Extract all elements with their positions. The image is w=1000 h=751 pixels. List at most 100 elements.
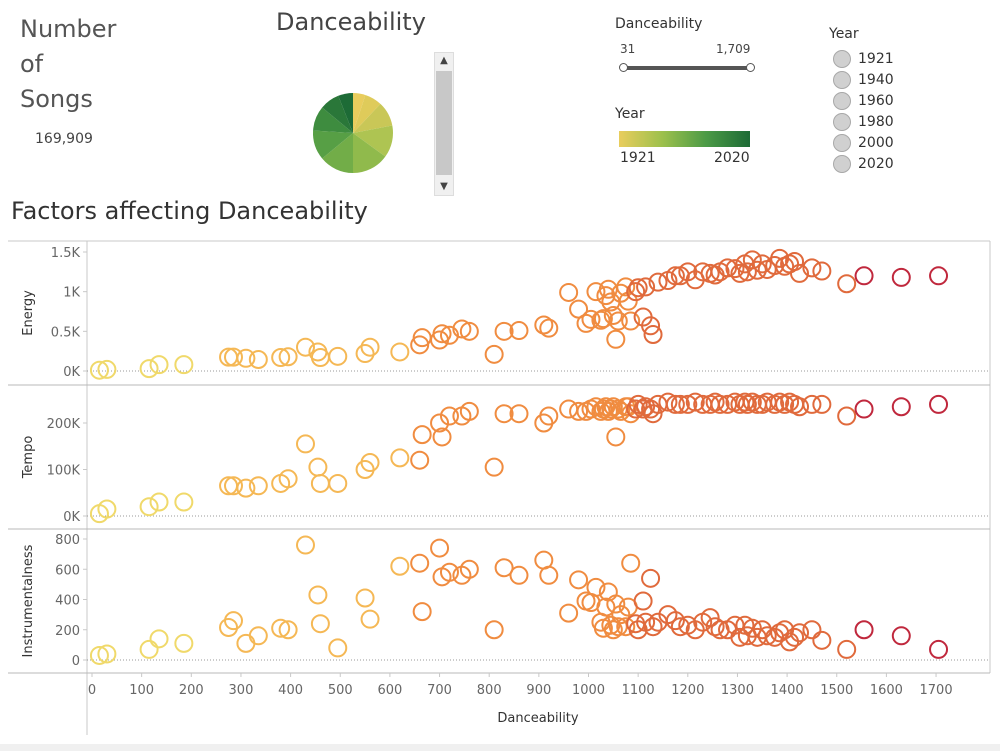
data-point[interactable]: [929, 394, 949, 414]
data-point[interactable]: [224, 476, 244, 496]
data-point[interactable]: [509, 321, 529, 341]
data-point[interactable]: [452, 319, 472, 339]
data-point[interactable]: [410, 450, 430, 470]
data-point[interactable]: [742, 250, 762, 270]
data-point[interactable]: [790, 263, 810, 283]
data-point[interactable]: [494, 404, 514, 424]
data-point[interactable]: [752, 254, 772, 274]
pie-slice[interactable]: [313, 130, 353, 159]
data-point[interactable]: [430, 538, 450, 558]
pie-slice[interactable]: [322, 95, 353, 133]
data-point[interactable]: [139, 497, 159, 517]
data-point[interactable]: [410, 553, 430, 573]
data-point[interactable]: [484, 620, 504, 640]
data-point[interactable]: [484, 344, 504, 364]
data-point[interactable]: [295, 535, 315, 555]
data-point[interactable]: [430, 413, 450, 433]
data-point[interactable]: [628, 394, 648, 414]
data-point[interactable]: [718, 258, 738, 278]
data-point[interactable]: [236, 478, 256, 498]
data-point[interactable]: [459, 559, 479, 579]
data-point[interactable]: [641, 316, 661, 336]
data-point[interactable]: [278, 469, 298, 489]
data-point[interactable]: [586, 577, 606, 597]
data-point[interactable]: [581, 309, 601, 329]
data-point[interactable]: [616, 277, 636, 297]
radio-button[interactable]: [833, 154, 851, 173]
pie-slice[interactable]: [353, 93, 366, 133]
data-point[interactable]: [452, 565, 472, 585]
data-point[interactable]: [174, 355, 194, 375]
data-point[interactable]: [295, 434, 315, 454]
data-point[interactable]: [648, 272, 668, 292]
slider-min-handle[interactable]: [619, 63, 628, 72]
data-point[interactable]: [295, 337, 315, 357]
radio-button[interactable]: [833, 91, 851, 110]
pie-slice[interactable]: [313, 107, 353, 133]
data-point[interactable]: [837, 406, 857, 426]
radio-button[interactable]: [833, 133, 851, 152]
data-point[interactable]: [310, 348, 330, 368]
data-point[interactable]: [278, 620, 298, 640]
data-point[interactable]: [606, 427, 626, 447]
data-point[interactable]: [665, 611, 685, 631]
data-point[interactable]: [559, 282, 579, 302]
data-point[interactable]: [854, 266, 874, 286]
data-point[interactable]: [236, 633, 256, 653]
data-point[interactable]: [790, 397, 810, 417]
pie-slice[interactable]: [338, 93, 353, 133]
data-point[interactable]: [606, 594, 626, 614]
data-point[interactable]: [248, 349, 268, 369]
data-point[interactable]: [432, 324, 452, 344]
data-point[interactable]: [224, 611, 244, 631]
data-point[interactable]: [459, 321, 479, 341]
data-point[interactable]: [271, 348, 291, 368]
data-point[interactable]: [360, 609, 380, 629]
data-point[interactable]: [174, 633, 194, 653]
scroll-thumb[interactable]: [436, 71, 452, 175]
data-point[interactable]: [596, 597, 616, 617]
data-point[interactable]: [621, 311, 641, 331]
data-point[interactable]: [539, 565, 559, 585]
data-point[interactable]: [139, 359, 159, 379]
year-option[interactable]: 1940: [833, 69, 894, 90]
radio-button[interactable]: [833, 49, 851, 68]
data-point[interactable]: [621, 553, 641, 573]
slider-max-handle[interactable]: [746, 63, 755, 72]
data-point[interactable]: [929, 266, 949, 286]
data-point[interactable]: [569, 570, 589, 590]
data-point[interactable]: [559, 603, 579, 623]
pie-slice[interactable]: [353, 94, 381, 133]
data-point[interactable]: [328, 638, 348, 658]
data-point[interactable]: [802, 394, 822, 414]
data-point[interactable]: [439, 325, 459, 345]
data-point[interactable]: [802, 258, 822, 278]
data-point[interactable]: [439, 562, 459, 582]
data-point[interactable]: [224, 347, 244, 367]
radio-button[interactable]: [833, 70, 851, 89]
data-point[interactable]: [271, 618, 291, 638]
data-point[interactable]: [785, 627, 805, 647]
data-point[interactable]: [626, 282, 646, 302]
data-point[interactable]: [725, 259, 745, 279]
data-point[interactable]: [412, 425, 432, 445]
data-point[interactable]: [390, 342, 410, 362]
data-point[interactable]: [891, 267, 911, 287]
data-point[interactable]: [89, 360, 109, 380]
data-point[interactable]: [802, 620, 822, 640]
data-point[interactable]: [606, 329, 626, 349]
scrollbar[interactable]: ▲ ▼: [434, 52, 454, 196]
data-point[interactable]: [643, 404, 663, 424]
data-point[interactable]: [929, 639, 949, 659]
scroll-down-arrow-icon[interactable]: ▼: [440, 181, 448, 192]
data-point[interactable]: [360, 453, 380, 473]
data-point[interactable]: [439, 406, 459, 426]
data-point[interactable]: [539, 406, 559, 426]
data-point[interactable]: [310, 473, 330, 493]
year-option[interactable]: 2000: [833, 132, 894, 153]
data-point[interactable]: [248, 626, 268, 646]
data-point[interactable]: [97, 644, 117, 664]
year-option[interactable]: 1960: [833, 90, 894, 111]
data-point[interactable]: [812, 394, 832, 414]
data-point[interactable]: [710, 394, 730, 414]
